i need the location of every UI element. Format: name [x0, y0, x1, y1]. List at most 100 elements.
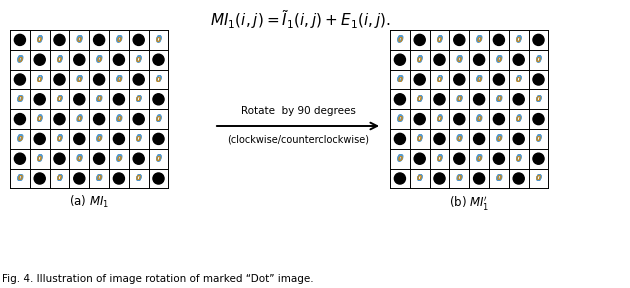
Text: 0: 0	[398, 75, 403, 84]
Text: 0: 0	[37, 154, 43, 163]
Text: 0: 0	[437, 115, 442, 124]
Text: 0: 0	[397, 75, 403, 84]
Text: 0: 0	[37, 154, 43, 164]
Text: 0: 0	[76, 75, 82, 84]
Text: 0: 0	[536, 56, 541, 65]
Text: 0: 0	[136, 95, 142, 104]
Text: 0: 0	[156, 75, 161, 84]
Text: 0: 0	[515, 115, 522, 124]
Text: 0: 0	[476, 115, 482, 124]
Text: 0: 0	[477, 156, 481, 162]
Text: 0: 0	[156, 154, 161, 164]
Text: 0: 0	[496, 95, 501, 104]
Text: 0: 0	[76, 115, 83, 124]
Circle shape	[493, 113, 505, 125]
Text: 0: 0	[155, 154, 161, 163]
Text: 0: 0	[57, 174, 63, 183]
Circle shape	[34, 133, 45, 145]
Text: 0: 0	[456, 94, 462, 103]
Circle shape	[513, 133, 524, 145]
Text: 0: 0	[496, 95, 502, 104]
Text: 0: 0	[516, 116, 521, 122]
Text: 0: 0	[417, 174, 423, 183]
Text: 0: 0	[476, 154, 483, 163]
Text: 0: 0	[456, 134, 462, 143]
Circle shape	[113, 94, 125, 105]
Text: 0: 0	[516, 156, 521, 162]
Text: 0: 0	[516, 35, 522, 44]
Text: 0: 0	[37, 35, 42, 44]
Text: 0: 0	[456, 134, 462, 143]
Text: 0: 0	[496, 55, 501, 64]
Circle shape	[74, 54, 85, 65]
Text: 0: 0	[37, 75, 43, 84]
Text: 0: 0	[437, 35, 442, 44]
Text: 0: 0	[116, 35, 122, 44]
Circle shape	[434, 173, 445, 184]
Text: 0: 0	[96, 135, 102, 144]
Text: 0: 0	[76, 154, 82, 163]
Circle shape	[34, 54, 45, 65]
Text: 0: 0	[37, 114, 43, 123]
Text: 0: 0	[136, 55, 142, 64]
Text: 0: 0	[476, 35, 482, 44]
Text: 0: 0	[398, 116, 403, 122]
Text: 0: 0	[96, 57, 101, 63]
Text: (a) $MI_1$: (a) $MI_1$	[69, 194, 109, 211]
Text: 0: 0	[398, 115, 403, 124]
Text: 0: 0	[116, 154, 122, 164]
Text: 0: 0	[437, 154, 442, 163]
Text: 0: 0	[117, 37, 122, 43]
Circle shape	[14, 34, 25, 46]
Text: 0: 0	[417, 94, 423, 103]
Text: 0: 0	[116, 36, 122, 45]
Circle shape	[414, 113, 425, 125]
Text: 0: 0	[536, 134, 541, 143]
Text: 0: 0	[516, 75, 522, 84]
Text: 0: 0	[496, 55, 502, 64]
Text: 0: 0	[496, 134, 502, 143]
Text: 0: 0	[136, 134, 142, 143]
Text: 0: 0	[156, 156, 161, 162]
Text: 0: 0	[536, 174, 541, 183]
Circle shape	[113, 54, 125, 65]
Text: 0: 0	[116, 114, 122, 123]
Text: 0: 0	[96, 174, 102, 183]
Text: 0: 0	[476, 75, 482, 84]
Text: 0: 0	[398, 154, 403, 163]
Text: 0: 0	[17, 56, 23, 65]
Text: 0: 0	[155, 75, 161, 84]
Text: 0: 0	[456, 174, 462, 183]
Text: 0: 0	[116, 75, 122, 84]
Circle shape	[34, 173, 45, 184]
Text: 0: 0	[57, 55, 63, 64]
Text: 0: 0	[496, 174, 502, 183]
Text: 0: 0	[37, 35, 43, 44]
Text: 0: 0	[37, 154, 42, 163]
Text: 0: 0	[437, 154, 443, 163]
Text: 0: 0	[516, 114, 522, 123]
Circle shape	[493, 153, 505, 164]
Text: 0: 0	[18, 96, 23, 102]
Circle shape	[493, 74, 505, 85]
Text: 0: 0	[516, 154, 522, 163]
Text: 0: 0	[536, 175, 541, 181]
Circle shape	[394, 54, 406, 65]
Text: 0: 0	[496, 94, 502, 103]
Text: 0: 0	[476, 115, 483, 124]
Text: 0: 0	[417, 55, 423, 64]
Text: 0: 0	[516, 35, 522, 44]
Text: 0: 0	[516, 115, 522, 124]
Text: 0: 0	[156, 35, 161, 44]
Text: 0: 0	[536, 174, 541, 183]
Text: 0: 0	[397, 114, 403, 123]
Text: 0: 0	[536, 136, 541, 142]
Text: 0: 0	[17, 55, 23, 64]
Circle shape	[153, 173, 164, 184]
Text: 0: 0	[17, 135, 23, 144]
Text: 0: 0	[536, 55, 541, 64]
Text: 0: 0	[156, 154, 162, 163]
Text: 0: 0	[135, 95, 141, 104]
Circle shape	[94, 34, 105, 46]
Text: 0: 0	[135, 174, 141, 183]
